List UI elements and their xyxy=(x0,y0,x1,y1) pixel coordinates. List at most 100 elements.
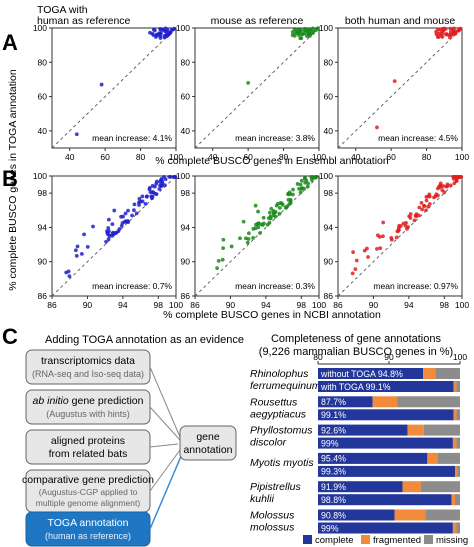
data-point xyxy=(452,181,457,186)
arrow-line-toga xyxy=(149,453,183,530)
mean-increase-label: mean increase: 3.8% xyxy=(235,133,315,143)
arrow-line xyxy=(149,449,181,492)
x-tick-label: 40 xyxy=(65,152,75,162)
data-point xyxy=(150,196,154,201)
panel-b-x-label: % complete BUSCO genes in NCBI annotatio… xyxy=(163,309,381,321)
bar-complete xyxy=(318,481,403,493)
plot-title: mouse as reference xyxy=(211,15,304,27)
x-tick-label: 86 xyxy=(190,300,200,310)
data-point xyxy=(299,178,304,183)
data-point xyxy=(295,182,300,186)
data-point xyxy=(451,174,456,179)
data-point xyxy=(151,190,156,195)
evidence-title: transcriptomics data xyxy=(41,355,135,367)
data-point xyxy=(253,203,258,208)
data-point xyxy=(241,219,246,224)
data-point xyxy=(99,82,104,87)
bar-value-label: without TOGA 94.8% xyxy=(320,369,403,379)
data-point xyxy=(432,195,436,200)
data-point xyxy=(419,201,424,205)
data-point xyxy=(297,186,301,191)
data-point xyxy=(441,184,446,188)
panel-a-x-label: % complete BUSCO genes in Ensembl annota… xyxy=(155,155,389,167)
bar-missing xyxy=(456,381,460,392)
x-tick-label: 80 xyxy=(422,152,432,162)
data-point xyxy=(298,190,303,195)
y-tick-label: 90 xyxy=(181,257,191,267)
data-point xyxy=(119,223,124,228)
data-point xyxy=(298,29,303,34)
y-tick-label: 90 xyxy=(38,257,48,267)
data-point xyxy=(85,244,90,249)
y-tick-label: 40 xyxy=(181,126,191,136)
x-tick-label: 100 xyxy=(312,152,326,162)
y-tick-label: 80 xyxy=(324,57,334,67)
diagonal-line xyxy=(337,27,463,149)
bar-value-label: 95.4% xyxy=(321,454,346,464)
data-point xyxy=(434,29,438,34)
data-point xyxy=(152,184,157,189)
bar-complete xyxy=(318,396,373,408)
data-point xyxy=(417,205,422,210)
data-point xyxy=(408,212,413,216)
data-point xyxy=(143,201,148,206)
x-tick-label: 80 xyxy=(136,152,146,162)
bar-complete xyxy=(318,522,453,534)
data-point xyxy=(265,222,270,227)
data-point xyxy=(405,226,409,231)
data-point xyxy=(158,34,163,39)
evidence-sub-line2: multiple genome alignment) xyxy=(36,498,141,508)
bar-missing xyxy=(435,368,460,379)
data-point xyxy=(126,208,130,213)
data-point xyxy=(456,28,461,33)
data-point xyxy=(306,181,310,186)
y-tick-label: 40 xyxy=(324,126,334,136)
bar-fragmented xyxy=(407,424,424,436)
bar-complete xyxy=(318,424,408,436)
panel-c-right: Completeness of gene annotations (9,226 … xyxy=(250,333,468,546)
arrow-line xyxy=(149,406,181,441)
y-tick-label: 60 xyxy=(38,92,48,102)
species-name: ferrumequinum xyxy=(250,380,321,392)
data-point xyxy=(238,236,242,241)
y-tick-label: 60 xyxy=(181,92,191,102)
x-tick-label: 90 xyxy=(83,300,93,310)
x-tick-label: 94 xyxy=(404,300,414,310)
evidence-title: TOGA annotation xyxy=(48,517,129,529)
bar-missing xyxy=(437,452,460,464)
x-tick-label: 40 xyxy=(351,152,361,162)
species-name: Rousettus xyxy=(250,396,298,408)
diagonal-line xyxy=(194,27,320,149)
data-point xyxy=(245,240,250,245)
data-point xyxy=(110,222,115,227)
y-tick-label: 94 xyxy=(181,222,191,232)
data-point xyxy=(67,274,72,279)
data-point xyxy=(244,236,248,241)
x-tick-label: 98 xyxy=(440,300,450,310)
arrow-line xyxy=(149,443,179,448)
data-point xyxy=(221,237,226,242)
data-point xyxy=(134,211,139,216)
bar-missing xyxy=(397,396,460,408)
data-point xyxy=(375,125,379,130)
y-tick-label: 40 xyxy=(38,126,48,136)
data-point xyxy=(275,201,280,206)
x-tick-label: 94 xyxy=(261,300,271,310)
data-point xyxy=(74,253,79,258)
data-point xyxy=(310,26,315,31)
data-point xyxy=(366,255,370,259)
y-tick-label: 94 xyxy=(38,222,48,232)
data-point xyxy=(298,182,303,187)
data-point xyxy=(277,211,282,216)
data-point xyxy=(154,33,159,38)
y-tick-label: 86 xyxy=(181,291,191,301)
data-point xyxy=(302,31,307,36)
panel-c-left: Adding TOGA annotation as an evidence tr… xyxy=(22,334,244,547)
data-point xyxy=(303,28,308,32)
bar-value-label: 91.9% xyxy=(321,482,346,492)
x-tick-label: 86 xyxy=(47,300,57,310)
data-point xyxy=(453,31,458,36)
data-point xyxy=(73,248,78,253)
data-point xyxy=(309,174,314,179)
